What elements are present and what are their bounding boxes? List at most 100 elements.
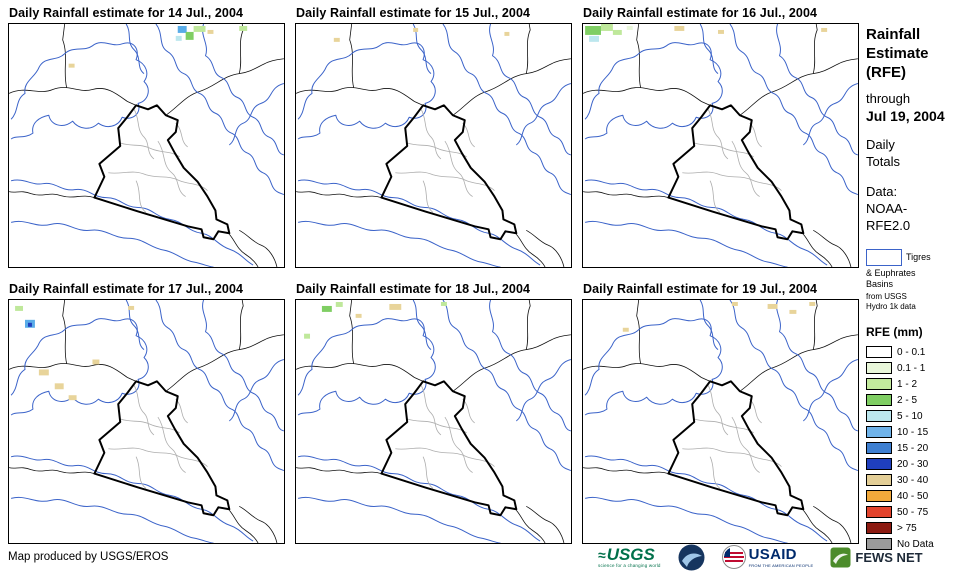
legend-row: > 75 (866, 522, 964, 535)
legend-label: No Data (897, 538, 934, 550)
usgs-tagline: science for a changing world (598, 562, 661, 568)
legend-row: 1 - 2 (866, 378, 964, 391)
rainfall-patch (612, 29, 622, 35)
basin-label-rest: & Euphrates Basins (866, 267, 916, 289)
sidebar-through: through (866, 91, 911, 107)
sidebar-title: Rainfall Estimate (RFE) (866, 26, 929, 81)
panel-title: Daily Rainfall estimate for 16 Jul., 200… (583, 6, 818, 20)
rainfall-patch (175, 35, 182, 41)
rainfall-patch (54, 383, 64, 390)
rfe-legend-rows: 0 - 0.1 0.1 - 1 1 - 2 2 - 5 5 - 10 10 - 15 15 … (866, 346, 964, 551)
legend-swatch (866, 506, 892, 519)
basin-legend: Tigres & Euphrates Basins from USGS Hydr… (866, 248, 964, 313)
basin-label: Tigres (906, 251, 931, 262)
legend-row: 30 - 40 (866, 474, 964, 487)
map-canvas (295, 23, 572, 268)
legend-label: 50 - 75 (897, 506, 929, 518)
rainfall-patch (15, 305, 24, 311)
usgs-logo: ≈ USGS science for a changing world (598, 546, 661, 569)
rainfall-patch (239, 25, 248, 31)
legend-swatch (866, 410, 892, 423)
sidebar: Rainfall Estimate (RFE) through Jul 19, … (866, 26, 964, 554)
rainfall-patch (809, 301, 816, 306)
rainfall-patch (413, 27, 419, 32)
rainfall-patch (92, 359, 100, 365)
map-panel-16: Daily Rainfall estimate for 16 Jul., 200… (582, 2, 859, 268)
map-graphic (296, 24, 571, 267)
legend-row: 2 - 5 (866, 394, 964, 407)
credit-text: Map produced by USGS/EROS (8, 551, 169, 563)
legend-swatch (866, 442, 892, 455)
usaid-seal-icon (721, 545, 746, 569)
rainfall-patch (207, 29, 214, 34)
legend-row: 50 - 75 (866, 506, 964, 519)
rainfall-patch (333, 37, 340, 42)
rainfall-patch (389, 303, 402, 310)
rainfall-patch (789, 309, 797, 314)
rainfall-patch (821, 27, 828, 32)
footer-logos: ≈ USGS science for a changing world USAID… (598, 541, 923, 573)
rfe-legend-header: RFE (mm) (866, 325, 923, 340)
map-canvas (295, 299, 572, 544)
rainfall-patch (622, 327, 629, 332)
noaa-seal-icon (678, 544, 705, 570)
rainfall-patch (589, 35, 599, 42)
rainfall-patch (128, 305, 135, 310)
legend-row: 20 - 30 (866, 458, 964, 471)
rainfall-patches (304, 301, 447, 339)
rainfall-patch (68, 395, 77, 401)
map-graphic (583, 300, 858, 543)
rainfall-patch (626, 25, 633, 30)
sidebar-data-source: Data: NOAA- RFE2.0 (866, 184, 911, 233)
rainfall-patch (504, 31, 510, 36)
rainfall-patches (333, 27, 510, 42)
map-panel-14: Daily Rainfall estimate for 14 Jul., 200… (8, 2, 285, 268)
rainfall-patch (718, 29, 724, 34)
legend-row: No Data (866, 538, 964, 551)
map-panel-17: Daily Rainfall estimate for 17 Jul., 200… (8, 278, 285, 544)
legend-row: 0.1 - 1 (866, 362, 964, 375)
fewsnet-logo-text: FEWS NET (855, 549, 923, 565)
rainfall-patch (731, 301, 738, 306)
noaa-logo (678, 544, 705, 571)
rainfall-patch (321, 305, 332, 312)
rainfall-patch (674, 25, 685, 31)
legend-swatch (866, 362, 892, 375)
legend-swatch (866, 346, 892, 359)
map-graphic (296, 300, 571, 543)
usaid-logo-text: USAID (748, 545, 797, 563)
usgs-wave-icon: ≈ (598, 546, 606, 563)
usgs-logo-text: USGS (606, 544, 655, 564)
basin-label-source: from USGS Hydro 1k data (866, 292, 916, 312)
legend-label: 40 - 50 (897, 490, 929, 502)
map-canvas (8, 23, 285, 268)
legend-row: 10 - 15 (866, 426, 964, 439)
legend-label: > 75 (897, 522, 917, 534)
rainfall-patch (304, 333, 311, 339)
legend-swatch (866, 538, 892, 551)
usaid-logo: USAID FROM THE AMERICAN PEOPLE (721, 545, 814, 569)
legend-swatch (866, 490, 892, 503)
legend-label: 2 - 5 (897, 394, 918, 406)
basin-swatch (866, 248, 902, 266)
rainfall-patches (15, 305, 135, 401)
legend-label: 0 - 0.1 (897, 346, 926, 358)
legend-label: 5 - 10 (897, 410, 923, 422)
map-panel-15: Daily Rainfall estimate for 15 Jul., 200… (295, 2, 572, 268)
rainfall-patch (38, 369, 49, 376)
map-panels-grid: Daily Rainfall estimate for 14 Jul., 200… (8, 2, 859, 544)
map-panel-18: Daily Rainfall estimate for 18 Jul., 200… (295, 278, 572, 544)
legend-swatch (866, 474, 892, 487)
map-canvas (582, 23, 859, 268)
legend-row: 40 - 50 (866, 490, 964, 503)
panel-title: Daily Rainfall estimate for 18 Jul., 200… (296, 282, 531, 296)
legend-swatch (866, 394, 892, 407)
panel-title: Daily Rainfall estimate for 17 Jul., 200… (9, 282, 244, 296)
map-graphic (583, 24, 858, 267)
rainfall-patch (767, 303, 778, 309)
rainfall-patch (355, 313, 362, 318)
rainfall-patch (600, 24, 613, 31)
legend-swatch (866, 522, 892, 535)
fewsnet-logo: FEWS NET (830, 547, 923, 568)
map-graphic (9, 24, 284, 267)
